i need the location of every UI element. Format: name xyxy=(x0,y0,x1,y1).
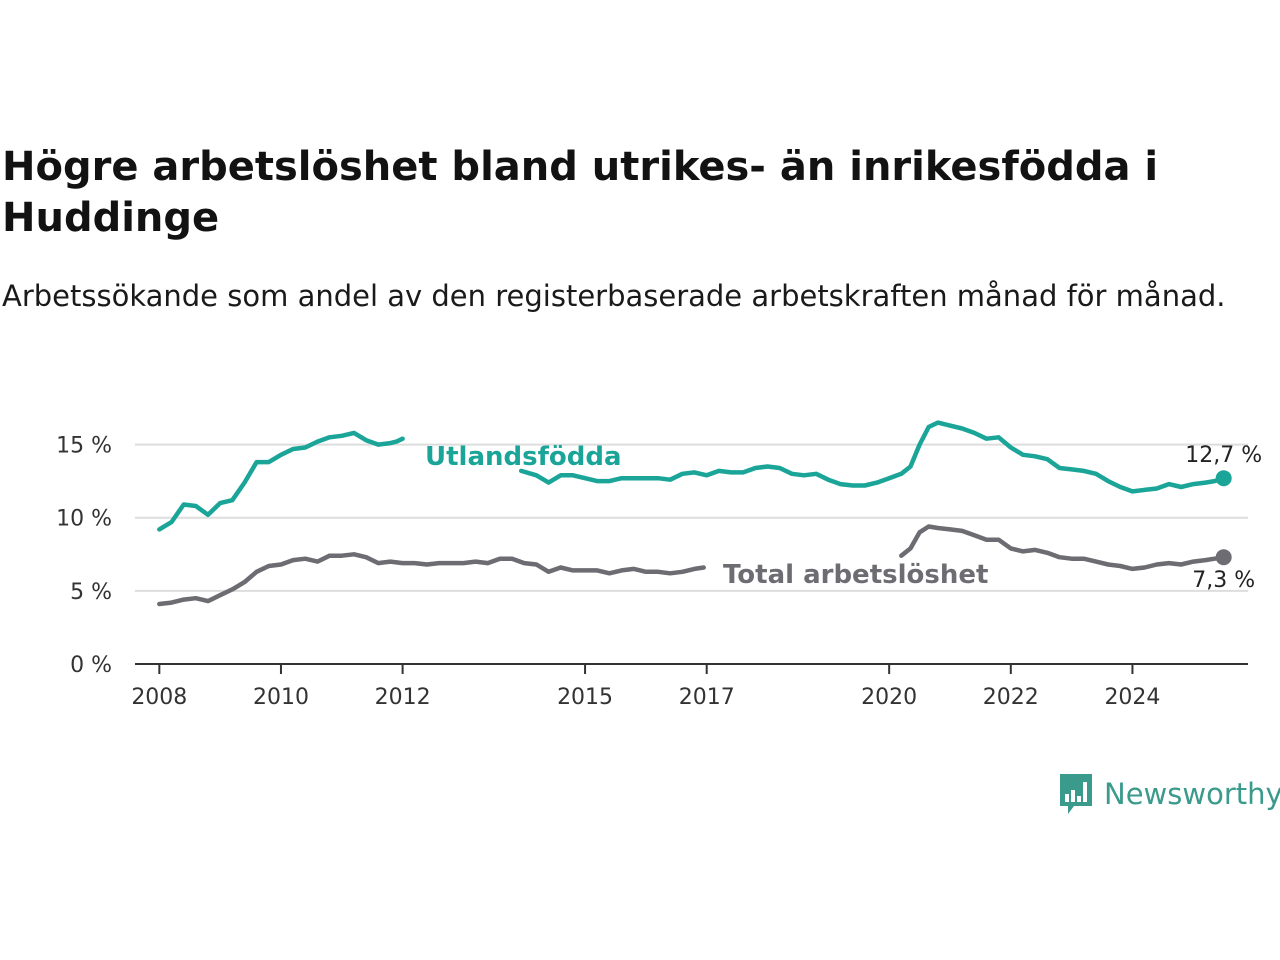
x-tick-label: 2020 xyxy=(861,685,917,710)
chart-title: Högre arbetslöshet bland utrikes- än inr… xyxy=(2,144,1159,241)
y-tick-label: 15 % xyxy=(56,434,112,459)
x-tick-label: 2012 xyxy=(375,685,431,710)
series-label: Utlandsfödda xyxy=(425,442,622,472)
y-tick-label: 5 % xyxy=(70,580,112,605)
series-end-point xyxy=(1215,470,1232,487)
x-tick-label: 2017 xyxy=(679,685,735,710)
chart-subtitle: Arbetssökande som andel av den registerb… xyxy=(2,279,1226,313)
gridlines xyxy=(135,443,1248,665)
newsworthy-logo-icon xyxy=(1060,774,1092,814)
x-tick-label: 2008 xyxy=(131,685,187,710)
series-lines xyxy=(157,420,1232,607)
series-line xyxy=(157,524,1226,607)
x-tick-label: 2015 xyxy=(557,685,613,710)
series-line xyxy=(157,420,1226,532)
line-chart: 0 %5 %10 %15 % 2008 2010 2012 2015 2017 2020 2… xyxy=(56,420,1262,710)
y-tick-label: 10 % xyxy=(56,507,112,532)
series-label: Total arbetslöshet xyxy=(723,560,988,590)
x-tick-label: 2024 xyxy=(1104,685,1160,710)
x-tick-label: 2022 xyxy=(983,685,1039,710)
series-end-point xyxy=(1215,549,1232,566)
series-end-value: 7,3 % xyxy=(1192,568,1255,593)
series-labels: Utlandsfödda Total arbetslöshet 12,7 % 7,3 … xyxy=(425,442,1262,593)
x-axis-ticks: 2008 2010 2012 2015 2017 2020 2022 2024 xyxy=(131,664,1160,710)
newsworthy-logo: Newsworthy xyxy=(1058,772,1280,816)
brand-name: Newsworthy xyxy=(1104,777,1280,811)
series-end-value: 12,7 % xyxy=(1185,443,1262,468)
y-axis-ticks: 0 % 5 % 10 % 15 % xyxy=(56,434,112,678)
y-tick-label: 0 % xyxy=(70,653,112,678)
x-tick-label: 2010 xyxy=(253,685,309,710)
